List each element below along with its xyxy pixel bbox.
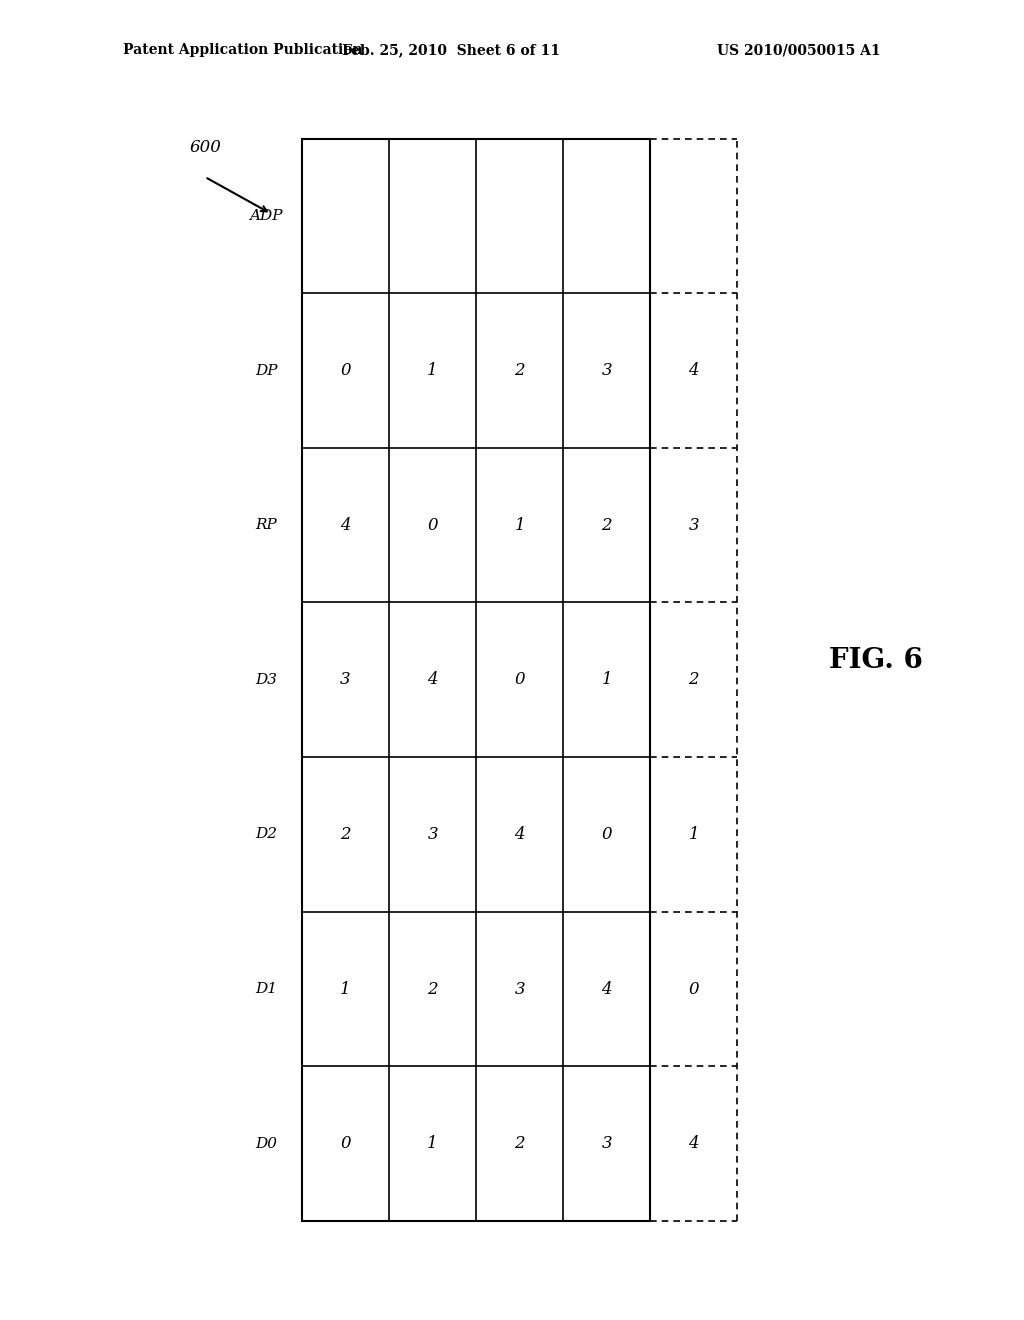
Text: 4: 4 bbox=[688, 1135, 699, 1152]
Text: 4: 4 bbox=[514, 826, 525, 843]
Text: 4: 4 bbox=[688, 362, 699, 379]
Text: US 2010/0050015 A1: US 2010/0050015 A1 bbox=[717, 44, 881, 57]
Text: Patent Application Publication: Patent Application Publication bbox=[123, 44, 362, 57]
Text: 2: 2 bbox=[514, 1135, 525, 1152]
Text: 1: 1 bbox=[688, 826, 699, 843]
Text: RP: RP bbox=[255, 519, 278, 532]
Text: 0: 0 bbox=[427, 516, 438, 533]
Text: 1: 1 bbox=[427, 362, 438, 379]
Text: 1: 1 bbox=[340, 981, 351, 998]
Text: D1: D1 bbox=[255, 982, 278, 997]
Text: D2: D2 bbox=[255, 828, 278, 841]
Text: 2: 2 bbox=[601, 516, 612, 533]
Text: 1: 1 bbox=[601, 672, 612, 688]
Text: 1: 1 bbox=[514, 516, 525, 533]
Text: 3: 3 bbox=[601, 1135, 612, 1152]
Text: D3: D3 bbox=[255, 673, 278, 686]
Text: ADP: ADP bbox=[250, 209, 283, 223]
Text: D0: D0 bbox=[255, 1137, 278, 1151]
Text: 0: 0 bbox=[340, 362, 351, 379]
Text: 3: 3 bbox=[340, 672, 351, 688]
Text: 0: 0 bbox=[688, 981, 699, 998]
Text: Feb. 25, 2010  Sheet 6 of 11: Feb. 25, 2010 Sheet 6 of 11 bbox=[342, 44, 559, 57]
Text: 2: 2 bbox=[688, 672, 699, 688]
Text: 0: 0 bbox=[601, 826, 612, 843]
Text: 2: 2 bbox=[427, 981, 438, 998]
Text: FIG. 6: FIG. 6 bbox=[828, 647, 923, 673]
Text: 2: 2 bbox=[340, 826, 351, 843]
Text: 1: 1 bbox=[427, 1135, 438, 1152]
Text: 3: 3 bbox=[688, 516, 699, 533]
Text: 3: 3 bbox=[514, 981, 525, 998]
Text: 4: 4 bbox=[340, 516, 351, 533]
Text: 4: 4 bbox=[601, 981, 612, 998]
Text: 600: 600 bbox=[189, 140, 221, 156]
Text: 3: 3 bbox=[601, 362, 612, 379]
Bar bbox=[302, 139, 650, 1221]
Text: 0: 0 bbox=[514, 672, 525, 688]
Text: 3: 3 bbox=[427, 826, 438, 843]
Text: DP: DP bbox=[255, 363, 278, 378]
Text: 0: 0 bbox=[340, 1135, 351, 1152]
Text: 2: 2 bbox=[514, 362, 525, 379]
Text: 4: 4 bbox=[427, 672, 438, 688]
